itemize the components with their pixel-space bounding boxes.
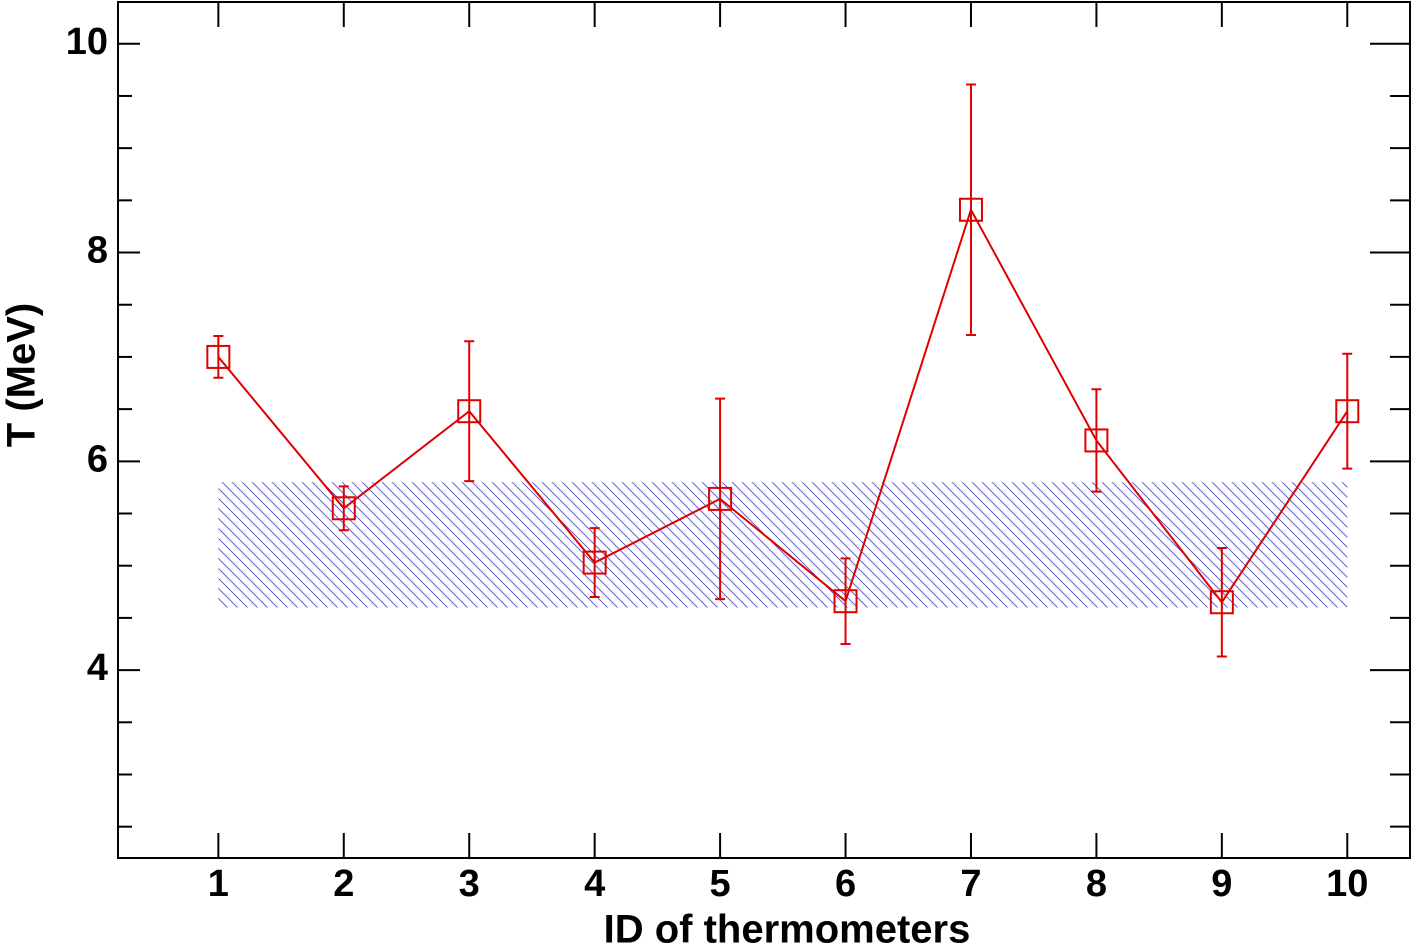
x-tick-label: 2 <box>333 863 354 905</box>
series-line <box>217 207 1349 604</box>
error-bar <box>1091 388 1102 493</box>
error-bar <box>464 340 475 483</box>
x-tick-label: 9 <box>1211 863 1232 905</box>
error-bar <box>589 527 600 599</box>
y-axis-label: T (MeV) <box>0 303 44 447</box>
error-bar <box>965 83 976 337</box>
x-tick-label: 6 <box>835 863 856 905</box>
y-tick-label: 8 <box>87 230 108 272</box>
marker <box>1084 428 1109 453</box>
marker <box>1209 590 1234 615</box>
x-axis-label: ID of thermometers <box>604 908 971 952</box>
error-bar <box>840 557 851 645</box>
error-bar <box>338 485 349 532</box>
x-tick-label: 5 <box>710 863 731 905</box>
x-tick-label: 3 <box>459 863 480 905</box>
marker <box>331 496 356 521</box>
x-tick-label: 8 <box>1086 863 1107 905</box>
marker <box>958 197 983 222</box>
marker <box>582 550 607 575</box>
x-tick-label: 4 <box>584 863 605 905</box>
error-bar <box>213 335 224 379</box>
marker <box>1335 399 1360 424</box>
x-tick-label: 1 <box>208 863 229 905</box>
error-bar <box>1342 352 1353 470</box>
marker <box>708 486 733 511</box>
x-tick-label: 10 <box>1326 863 1368 905</box>
y-tick-label: 6 <box>87 438 108 480</box>
y-tick-label: 10 <box>66 21 108 63</box>
error-bar <box>1216 546 1227 658</box>
marker <box>206 344 231 369</box>
plot-frame <box>117 1 1411 859</box>
marker <box>833 589 858 614</box>
band <box>218 482 1348 608</box>
marker <box>457 399 482 424</box>
y-tick-label: 4 <box>87 647 108 689</box>
error-bar <box>715 397 726 601</box>
x-tick-label: 7 <box>960 863 981 905</box>
